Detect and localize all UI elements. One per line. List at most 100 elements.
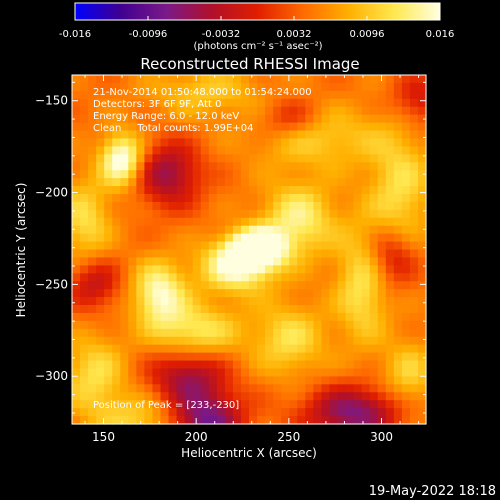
heatmap-cell (136, 289, 146, 298)
heatmap-cell (377, 320, 387, 330)
heatmap-cell (240, 233, 250, 243)
heatmap-cell (160, 289, 170, 298)
heatmap-cell (224, 360, 234, 370)
heatmap-cell (192, 336, 202, 346)
heatmap-cell (345, 400, 355, 409)
heatmap-cell (176, 106, 186, 116)
heatmap-cell (345, 312, 355, 322)
heatmap-cell (144, 233, 154, 243)
heatmap-cell (200, 368, 210, 378)
heatmap-cell (184, 305, 194, 314)
heatmap-cell (249, 241, 258, 251)
heatmap-cell (265, 368, 274, 378)
heatmap-cell (305, 392, 314, 401)
heatmap-cell (297, 178, 306, 187)
heatmap-cell (393, 170, 403, 179)
heatmap-cell (160, 98, 170, 108)
heatmap-cell (369, 360, 379, 370)
heatmap-cell (281, 209, 290, 219)
heatmap-cell (200, 82, 210, 92)
heatmap-cell (401, 328, 411, 338)
heatmap-cell (409, 336, 419, 346)
heatmap-cell (417, 352, 427, 362)
heatmap-cell (144, 209, 154, 219)
heatmap-cell (136, 312, 146, 322)
heatmap-cell (192, 408, 202, 417)
heatmap-cell (96, 146, 105, 155)
heatmap-cell (281, 265, 290, 274)
heatmap-cell (88, 249, 97, 259)
heatmap-cell (305, 122, 314, 132)
heatmap-cell (144, 186, 154, 195)
heatmap-cell (281, 233, 290, 243)
heatmap-cell (265, 217, 274, 227)
heatmap-cell (249, 146, 258, 155)
heatmap-cell (96, 257, 105, 266)
heatmap-cell (329, 328, 339, 338)
heatmap-cell (401, 193, 411, 203)
heatmap-cell (273, 75, 282, 84)
heatmap-cell (273, 170, 282, 179)
heatmap-cell (112, 170, 121, 179)
heatmap-cell (192, 217, 202, 227)
heatmap-cell (200, 201, 210, 211)
heatmap-cell (265, 241, 274, 251)
heatmap-cell (329, 209, 339, 219)
heatmap-cell (136, 130, 146, 140)
heatmap-cell (168, 344, 178, 354)
heatmap-cell (136, 265, 146, 274)
heatmap-cell (152, 154, 162, 163)
heatmap-cell (273, 154, 282, 163)
heatmap-cell (417, 368, 427, 378)
heatmap-cell (216, 305, 226, 314)
heatmap-cell (200, 312, 210, 322)
heatmap-cell (353, 178, 363, 187)
heatmap-cell (369, 408, 379, 417)
heatmap-cell (80, 146, 89, 155)
heatmap-cell (160, 154, 170, 163)
heatmap-cell (265, 400, 274, 409)
heatmap-cell (80, 114, 89, 124)
heatmap-cell (273, 265, 282, 274)
heatmap-cell (281, 75, 290, 84)
heatmap-cell (369, 384, 379, 393)
heatmap-cell (120, 114, 129, 124)
heatmap-cell (289, 328, 298, 338)
heatmap-cell (120, 257, 129, 266)
heatmap-cell (385, 162, 395, 171)
heatmap-cell (289, 209, 298, 219)
heatmap-cell (289, 312, 298, 322)
heatmap-cell (361, 82, 371, 92)
heatmap-cell (249, 368, 258, 378)
heatmap-cell (176, 336, 186, 346)
heatmap-cell (96, 360, 105, 370)
heatmap-cell (160, 170, 170, 179)
heatmap-cell (104, 265, 113, 274)
heatmap-cell (72, 122, 81, 132)
heatmap-cell (273, 82, 282, 92)
heatmap-cell (257, 209, 266, 219)
heatmap-cell (160, 368, 170, 378)
heatmap-cell (329, 360, 339, 370)
heatmap-cell (385, 352, 395, 362)
heatmap-cell (409, 193, 419, 203)
heatmap-cell (401, 122, 411, 132)
heatmap-cell (88, 352, 97, 362)
heatmap-cell (361, 138, 371, 147)
heatmap-cell (289, 384, 298, 393)
heatmap-cell (160, 82, 170, 92)
heatmap-cell (136, 98, 146, 108)
heatmap-cell (337, 320, 347, 330)
heatmap-cell (224, 146, 234, 155)
heatmap-cell (96, 193, 105, 203)
heatmap-cell (369, 138, 379, 147)
heatmap-cell (297, 106, 306, 116)
heatmap-cell (168, 138, 178, 147)
heatmap-cell (369, 241, 379, 251)
heatmap-cell (160, 106, 170, 116)
heatmap-cell (361, 154, 371, 163)
heatmap-cell (160, 130, 170, 140)
heatmap-cell (200, 328, 210, 338)
heatmap-cell (240, 130, 250, 140)
heatmap-cell (120, 138, 129, 147)
